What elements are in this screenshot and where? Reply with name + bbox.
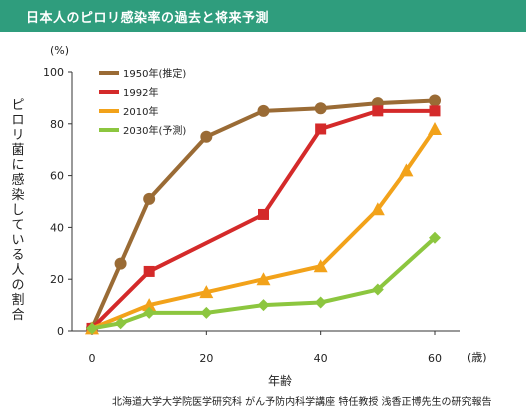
data-point xyxy=(429,105,441,117)
series-line xyxy=(90,98,436,330)
data-point xyxy=(200,306,213,319)
chart-title: 日本人のピロリ感染率の過去と将来予測 xyxy=(26,11,270,26)
title-bar: 日本人のピロリ感染率の過去と将来予測 xyxy=(0,0,526,32)
data-point xyxy=(371,283,384,296)
series-line xyxy=(91,236,437,331)
data-point xyxy=(314,296,327,309)
y-tick-label: 40 xyxy=(50,221,64,234)
y-tick-label: 0 xyxy=(57,325,64,338)
legend-label: 1992年 xyxy=(123,86,158,99)
data-point xyxy=(143,192,156,205)
legend-label: 1950年(推定) xyxy=(123,67,186,80)
data-point xyxy=(86,322,98,335)
x-tick-label: 0 xyxy=(89,352,96,365)
data-point xyxy=(199,285,214,299)
y-axis-label: ピロリ菌に感染している人の割合 xyxy=(11,98,25,323)
data-point xyxy=(200,130,213,143)
data-point xyxy=(142,298,157,312)
data-point xyxy=(429,231,441,244)
data-point xyxy=(256,272,271,286)
source-note: 北海道大学大学院医学研究科 がん予防内科学講座 特任教授 浅香正博先生の研究報告 xyxy=(112,397,492,408)
y-tick-label: 20 xyxy=(50,273,64,286)
legend-label: 2010年 xyxy=(123,105,158,118)
data-point xyxy=(143,265,155,277)
data-point xyxy=(399,163,414,177)
x-tick-label: 40 xyxy=(314,352,328,365)
y-tick-label: 60 xyxy=(50,170,64,183)
legend-label: 2030年(予測) xyxy=(123,124,186,137)
data-point xyxy=(370,202,385,216)
data-point xyxy=(372,105,384,117)
data-point xyxy=(114,257,127,270)
data-point xyxy=(114,317,127,330)
series-line xyxy=(90,108,435,330)
y-axis-unit: (%) xyxy=(50,44,70,57)
data-point xyxy=(315,123,327,135)
x-tick-label: 60 xyxy=(428,352,442,365)
x-axis-label: 年齢 xyxy=(267,374,292,388)
y-tick-label: 80 xyxy=(50,118,64,131)
data-point xyxy=(428,121,442,135)
x-tick-label: 20 xyxy=(199,352,213,365)
data-point xyxy=(429,94,441,107)
data-point xyxy=(257,299,270,312)
data-point xyxy=(258,208,269,220)
y-tick-label: 100 xyxy=(43,66,64,79)
x-axis-unit: (歳) xyxy=(467,351,487,364)
data-point xyxy=(313,259,328,273)
series-line xyxy=(91,127,437,331)
data-point xyxy=(257,104,270,117)
data-point xyxy=(143,306,156,319)
data-point xyxy=(314,102,327,115)
